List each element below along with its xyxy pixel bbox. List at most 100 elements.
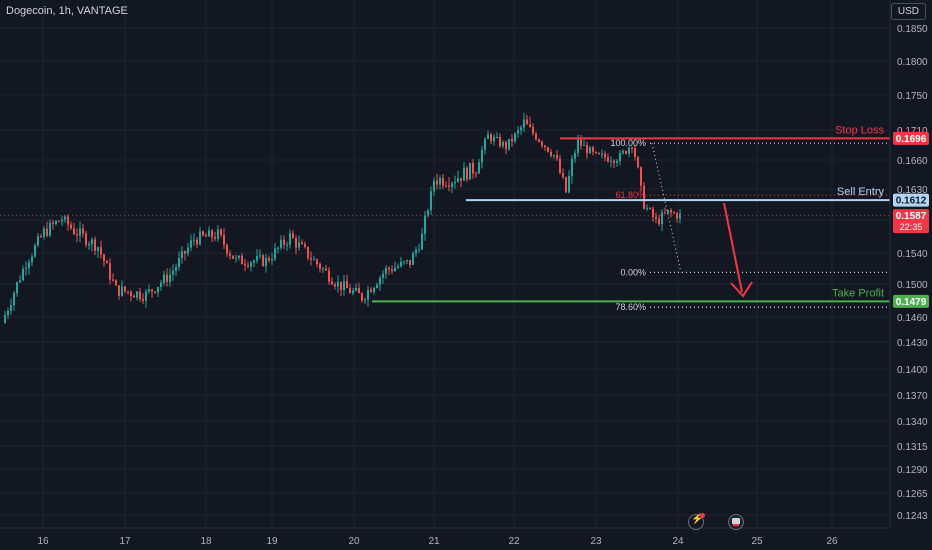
candle-body — [16, 282, 18, 294]
candle-body — [451, 183, 453, 188]
candle-body — [241, 255, 243, 265]
candle-body — [571, 158, 573, 177]
lightning-icon[interactable] — [688, 513, 705, 530]
candle-body — [58, 221, 60, 223]
candle-body — [550, 151, 552, 156]
candle-body — [4, 315, 6, 323]
candle-body — [391, 269, 393, 272]
candle-body — [184, 251, 186, 254]
candle-body — [280, 239, 282, 248]
projection-arrow-line — [723, 202, 743, 293]
candle-body — [292, 233, 294, 239]
candle-body — [652, 208, 654, 217]
y-tick-label: 0.1750 — [897, 91, 928, 102]
candle-body — [121, 286, 123, 296]
currency-button[interactable]: USD — [890, 3, 926, 20]
candle-body — [385, 267, 387, 274]
sell-entry-price-text: 0.1612 — [896, 196, 927, 207]
candle-body — [370, 289, 372, 293]
candle-body — [388, 267, 390, 270]
candle-body — [562, 173, 564, 178]
candle-body — [100, 247, 102, 255]
candle-body — [493, 137, 495, 142]
candle-body — [190, 240, 192, 248]
candle-body — [580, 139, 582, 146]
candle-body — [616, 161, 618, 163]
fib-label-3: 78.60% — [615, 302, 646, 312]
candle-body — [463, 167, 465, 181]
candle-body — [658, 218, 660, 225]
candle-body — [73, 228, 75, 235]
candle-body — [265, 257, 267, 266]
candle-body — [424, 215, 426, 234]
candle-body — [430, 191, 432, 211]
y-tick-label: 0.1460 — [897, 313, 928, 324]
x-tick-label: 20 — [348, 536, 360, 547]
x-tick-label: 16 — [37, 536, 49, 547]
candle-body — [502, 142, 504, 147]
x-tick-label: 18 — [200, 536, 212, 547]
stop-loss-price-text: 0.1696 — [896, 134, 927, 145]
candle-body — [634, 147, 636, 158]
candle-body — [601, 153, 603, 155]
candle-body — [664, 212, 666, 214]
candle-body — [655, 216, 657, 219]
candle-body — [598, 152, 600, 155]
candle-body — [604, 153, 606, 158]
candle-body — [484, 138, 486, 150]
candle-body — [508, 138, 510, 150]
candle-body — [163, 274, 165, 283]
candle-body — [628, 147, 630, 154]
candle-body — [574, 153, 576, 159]
candle-body — [277, 247, 279, 249]
candle-body — [262, 255, 264, 266]
candle-body — [40, 236, 42, 238]
candle-body — [334, 284, 336, 287]
sell-entry-label: Sell Entry — [837, 186, 885, 198]
candle-body — [175, 267, 177, 271]
candle-body — [250, 262, 252, 267]
candle-body — [352, 290, 354, 294]
candle-body — [295, 238, 297, 248]
candle-body — [259, 255, 261, 257]
candle-body — [289, 233, 291, 245]
sell-entry-price-badge — [893, 193, 929, 207]
candle-body — [229, 253, 231, 256]
candle-body — [514, 133, 516, 142]
candle-body — [208, 230, 210, 237]
candle-body — [136, 291, 138, 298]
candle-body — [232, 255, 234, 259]
candle-body — [640, 167, 642, 186]
candle-body — [166, 274, 168, 282]
candle-body — [220, 229, 222, 235]
fib-label-2: 0.00% — [620, 267, 646, 277]
candle-body — [553, 155, 555, 157]
candle-body — [331, 281, 333, 285]
candle-body — [37, 236, 39, 246]
candle-body — [559, 158, 561, 174]
candle-body — [526, 119, 528, 125]
candle-body — [169, 274, 171, 282]
candle-body — [79, 228, 81, 236]
candle-body — [427, 210, 429, 216]
candle-body — [46, 228, 48, 236]
candle-body — [409, 260, 411, 265]
candle-body — [70, 224, 72, 229]
candle-body — [154, 291, 156, 293]
candle-body — [247, 265, 249, 267]
candle-body — [523, 119, 525, 128]
candle-body — [532, 126, 534, 134]
candle-body — [178, 258, 180, 268]
candle-body — [148, 289, 150, 292]
candle-body — [589, 147, 591, 154]
candle-body — [196, 239, 198, 245]
candle-body — [256, 255, 258, 261]
y-tick-label: 0.1315 — [897, 442, 928, 453]
news-flag-icon[interactable] — [728, 514, 744, 530]
y-tick-label: 0.1340 — [897, 417, 928, 428]
candle-body — [172, 270, 174, 275]
symbol-title: Dogecoin, 1h, VANTAGE — [6, 5, 128, 17]
candle-body — [34, 245, 36, 257]
